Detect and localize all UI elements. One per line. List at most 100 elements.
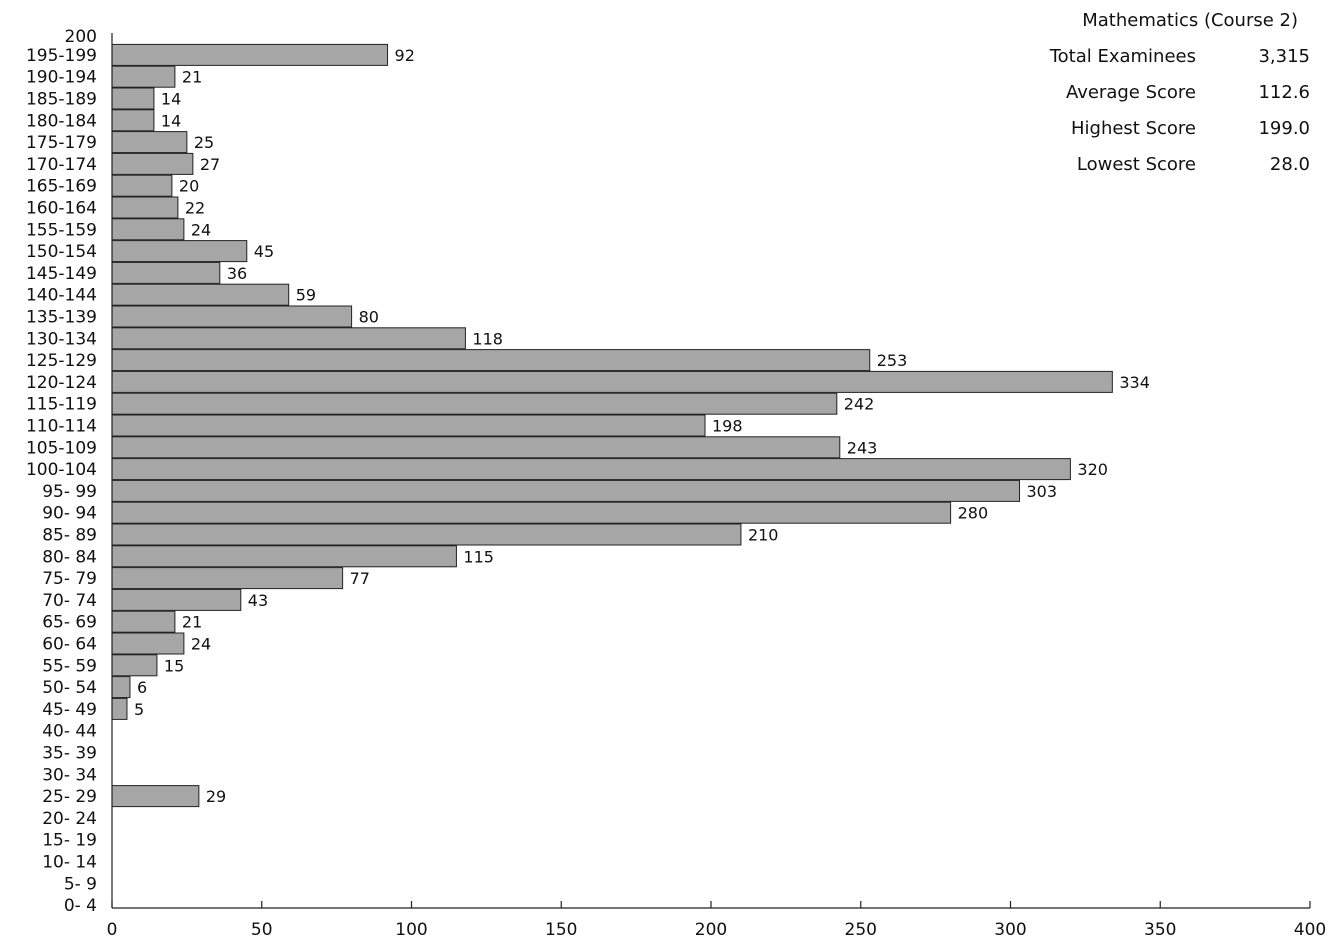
data-label: 22 (185, 199, 205, 218)
category-label: 100-104 (26, 460, 97, 480)
bar (112, 633, 184, 654)
x-tick-label: 150 (545, 920, 577, 940)
stat-row-total-examinees: Total Examinees 3,315 (1020, 38, 1320, 74)
x-tick-label: 250 (845, 920, 877, 940)
category-label: 65- 69 (42, 613, 97, 633)
category-label: 135-139 (26, 308, 97, 328)
bar (112, 153, 193, 174)
stat-label: Lowest Score (1020, 154, 1196, 175)
bars-layer (112, 44, 1112, 806)
category-label-top: 200 (65, 27, 97, 47)
bar (112, 459, 1070, 480)
category-label: 150-154 (26, 242, 97, 262)
data-label: 14 (161, 90, 181, 109)
category-label: 165-169 (26, 177, 97, 197)
data-label: 242 (844, 395, 875, 414)
data-label: 320 (1077, 460, 1108, 479)
category-label: 30- 34 (42, 765, 97, 785)
data-label: 45 (254, 242, 274, 261)
category-label: 10- 14 (42, 853, 97, 873)
bar (112, 611, 175, 632)
data-label: 29 (206, 787, 226, 806)
stat-row-lowest-score: Lowest Score 28.0 (1020, 146, 1320, 182)
bar (112, 677, 130, 698)
category-label: 60- 64 (42, 635, 97, 655)
data-label: 198 (712, 417, 743, 436)
category-label: 195-199 (26, 46, 97, 66)
bar (112, 110, 154, 131)
bar (112, 393, 837, 414)
category-label: 55- 59 (42, 656, 97, 676)
data-label: 24 (191, 635, 211, 654)
category-label: 110-114 (26, 417, 97, 437)
data-label: 24 (191, 220, 211, 239)
bar (112, 175, 172, 196)
bar (112, 786, 199, 807)
data-label: 210 (748, 526, 779, 545)
category-label: 155-159 (26, 220, 97, 240)
data-label: 21 (182, 613, 202, 632)
category-label: 35- 39 (42, 744, 97, 764)
data-label: 21 (182, 68, 202, 87)
category-label: 25- 29 (42, 787, 97, 807)
x-tick-label: 400 (1294, 920, 1326, 940)
bar (112, 480, 1019, 501)
stat-label: Highest Score (1020, 118, 1196, 139)
x-tick-label: 300 (994, 920, 1026, 940)
stat-label: Average Score (1020, 82, 1196, 103)
category-label: 80- 84 (42, 547, 97, 567)
category-label: 40- 44 (42, 722, 97, 742)
bar (112, 437, 840, 458)
category-label: 0- 4 (64, 896, 97, 916)
data-label: 36 (227, 264, 247, 283)
stat-row-highest-score: Highest Score 199.0 (1020, 110, 1320, 146)
stat-label: Total Examinees (1020, 46, 1196, 67)
x-tick-label: 350 (1144, 920, 1176, 940)
data-label: 80 (359, 308, 379, 327)
statistics-panel: Mathematics (Course 2) Total Examinees 3… (1020, 8, 1320, 182)
category-label: 95- 99 (42, 482, 97, 502)
data-label: 243 (847, 438, 878, 457)
data-label: 14 (161, 111, 181, 130)
category-label: 180-184 (26, 111, 97, 131)
bar (112, 66, 175, 87)
bar (112, 132, 187, 153)
category-label: 140-144 (26, 286, 97, 306)
bar (112, 589, 241, 610)
category-label: 85- 89 (42, 526, 97, 546)
data-label: 59 (296, 286, 316, 305)
data-label: 334 (1119, 373, 1150, 392)
data-label: 6 (137, 678, 147, 697)
category-label: 190-194 (26, 68, 97, 88)
data-label: 15 (164, 656, 184, 675)
category-label: 90- 94 (42, 504, 97, 524)
x-tick-label: 0 (107, 920, 118, 940)
category-label: 185-189 (26, 90, 97, 110)
category-label: 175-179 (26, 133, 97, 153)
category-label: 120-124 (26, 373, 97, 393)
bar (112, 698, 127, 719)
category-label: 125-129 (26, 351, 97, 371)
bar (112, 524, 741, 545)
category-label: 160-164 (26, 199, 97, 219)
category-label: 20- 24 (42, 809, 97, 829)
category-label: 170-174 (26, 155, 97, 175)
category-label: 115-119 (26, 395, 97, 415)
category-label: 145-149 (26, 264, 97, 284)
x-tick-label: 200 (695, 920, 727, 940)
data-label: 5 (134, 700, 144, 719)
category-label: 130-134 (26, 329, 97, 349)
bar (112, 306, 352, 327)
data-label: 27 (200, 155, 220, 174)
data-label: 92 (395, 46, 415, 65)
category-label: 70- 74 (42, 591, 97, 611)
category-label: 75- 79 (42, 569, 97, 589)
bar (112, 655, 157, 676)
data-label: 20 (179, 177, 199, 196)
stat-value: 28.0 (1196, 154, 1320, 175)
x-tick-label: 50 (251, 920, 273, 940)
bar (112, 197, 178, 218)
data-label: 25 (194, 133, 214, 152)
x-tick-label: 100 (395, 920, 427, 940)
bar (112, 415, 705, 436)
